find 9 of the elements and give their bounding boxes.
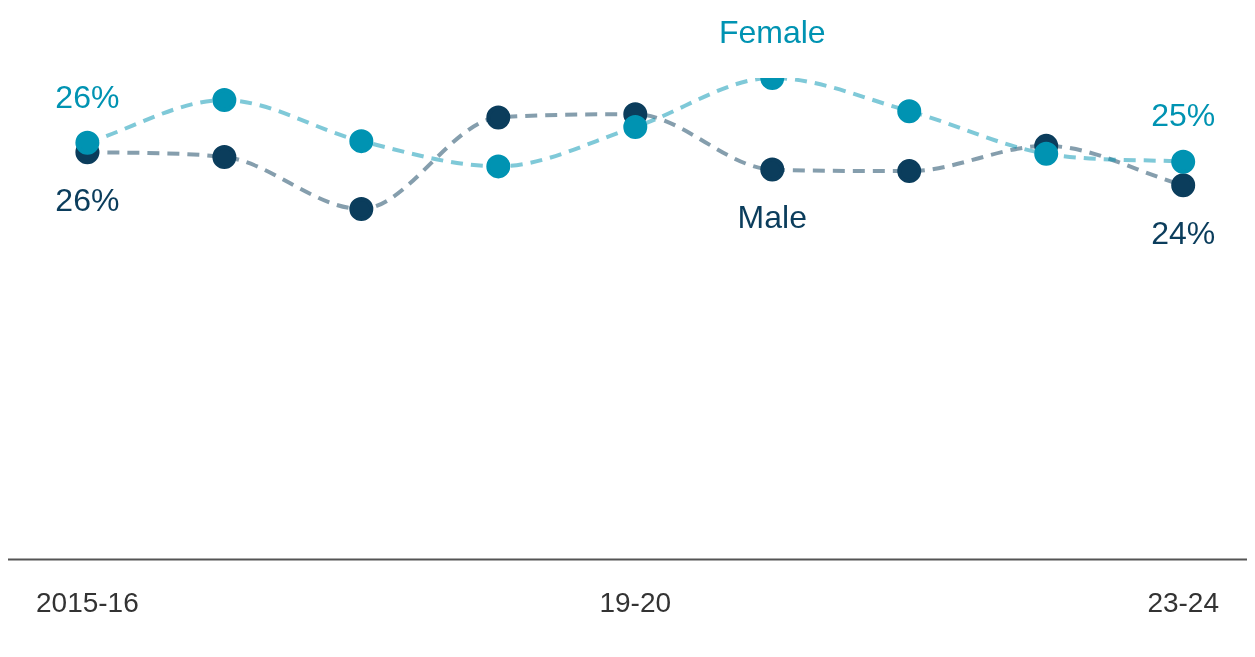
data-label: 25% (1151, 97, 1216, 134)
x-tick-label: 19-20 (599, 586, 672, 618)
series-label: Male (737, 199, 807, 236)
series-label: Female (718, 13, 826, 50)
x-tick-label: 2015-16 (36, 586, 139, 618)
data-label: 26% (55, 182, 120, 219)
x-tick-label: 23-24 (1147, 586, 1220, 618)
data-label: 24% (1151, 215, 1216, 252)
data-label: 26% (55, 78, 120, 115)
